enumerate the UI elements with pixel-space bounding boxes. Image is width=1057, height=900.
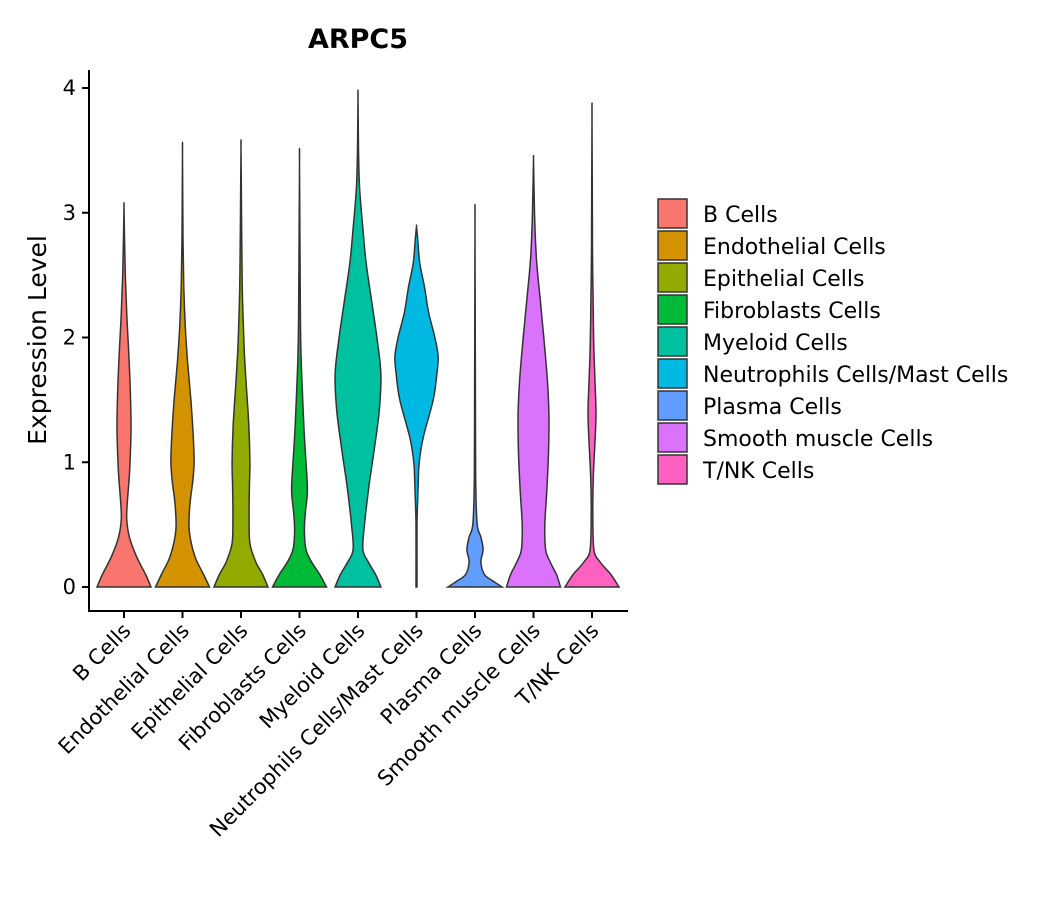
y-tick-label: 1	[63, 450, 76, 474]
chart-title: ARPC5	[308, 24, 408, 55]
legend-label: Plasma Cells	[703, 395, 842, 420]
violins	[95, 89, 621, 588]
legend-label: Epithelial Cells	[703, 267, 864, 292]
y-tick-label: 0	[63, 575, 76, 599]
violin-b-cells	[95, 201, 153, 588]
x-tick-label: Neutrophils Cells/Mast Cells	[205, 619, 428, 842]
violin-endothelial-cells	[154, 141, 211, 588]
violin-fibroblasts-cells	[271, 147, 328, 588]
legend-label: B Cells	[703, 203, 778, 228]
legend-swatch	[657, 326, 688, 357]
legend-swatch	[657, 294, 688, 325]
violin-neutrophils-cells-mast-cells	[394, 224, 439, 588]
legend-swatch	[657, 358, 688, 389]
legend-swatch	[657, 422, 688, 453]
violin-epithelial-cells	[212, 139, 270, 588]
legend-label: Smooth muscle Cells	[703, 427, 933, 452]
legend-label: Fibroblasts Cells	[703, 299, 881, 324]
y-axis-ticks: 0 1 2 3 4	[63, 76, 89, 599]
legend-label: T/NK Cells	[702, 459, 814, 484]
y-tick-label: 2	[63, 326, 76, 350]
violin-plasma-cells	[445, 203, 505, 588]
legend-swatch	[657, 454, 688, 485]
violin-smooth-muscle-cells	[505, 154, 562, 588]
violin-myeloid-cells	[334, 89, 382, 588]
legend-swatch	[657, 390, 688, 421]
legend-swatch	[657, 262, 688, 293]
legend-label: Myeloid Cells	[703, 331, 848, 356]
legend-swatch	[657, 230, 688, 261]
y-axis-label: Expression Level	[23, 235, 52, 445]
legend-label: Endothelial Cells	[703, 235, 886, 260]
y-tick-label: 4	[63, 76, 76, 100]
legend-swatch	[657, 198, 688, 229]
violin-t-nk-cells	[563, 102, 621, 588]
legend-label: Neutrophils Cells/Mast Cells	[703, 363, 1008, 388]
legend: B Cells Endothelial Cells Epithelial Cells…	[657, 198, 1008, 485]
y-tick-label: 3	[63, 201, 76, 225]
x-tick-label: Plasma Cells	[376, 619, 487, 730]
